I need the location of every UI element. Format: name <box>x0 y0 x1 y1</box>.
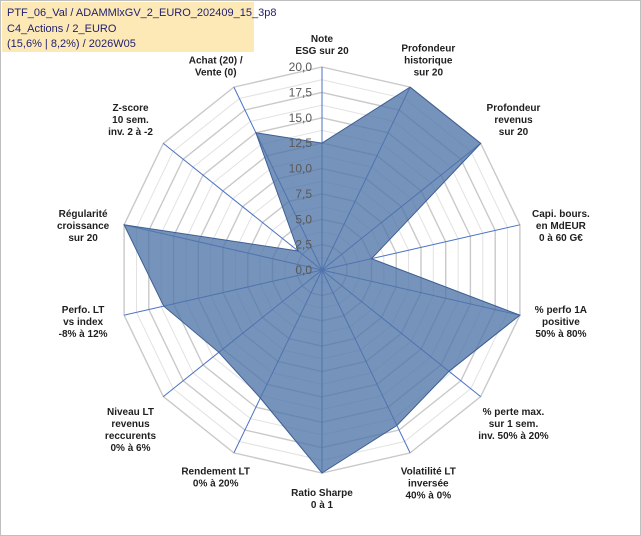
tick-label: 7,5 <box>295 187 312 201</box>
radar-tick-labels: 0,0 2,5 5,0 7,5 10,0 12,5 15,0 17,5 20,0 <box>289 60 313 277</box>
header-box: PTF_06_Val / ADAMMlxGV_2_EURO_202409_15_… <box>2 2 277 52</box>
axis-label: Niveau LT <box>107 407 154 418</box>
axis-label: Note <box>311 34 334 45</box>
axis-label: reccurents <box>105 431 157 442</box>
axis-label: Ratio Sharpe <box>291 488 353 499</box>
axis-label: Achat (20) / <box>189 55 243 66</box>
axis-label: sur 1 sem. <box>489 419 539 430</box>
axis-label: croissance <box>57 221 110 232</box>
axis-label: inversée <box>408 479 449 490</box>
tick-label: 2,5 <box>295 238 312 252</box>
axis-label: historique <box>404 55 453 66</box>
header-line-2: C4_Actions / 2_EURO <box>7 22 117 35</box>
axis-label: 50% à 80% <box>535 329 586 340</box>
axis-label: 0% à 6% <box>110 443 150 454</box>
axis-label: -8% à 12% <box>59 329 108 340</box>
axis-label: Perfo. LT <box>62 305 105 316</box>
radar-spoke <box>162 143 323 271</box>
axis-label: 40% à 0% <box>406 491 452 502</box>
axis-label: % perfo 1A <box>535 305 587 316</box>
tick-label: 17,5 <box>289 85 313 99</box>
axis-label: sur 20 <box>499 127 529 138</box>
axis-label: sur 20 <box>414 67 444 78</box>
axis-label: Profondeur <box>487 103 541 114</box>
tick-label: 0,0 <box>295 263 312 277</box>
axis-label: revenus <box>111 419 150 430</box>
axis-label: Rendement LT <box>181 467 250 478</box>
axis-label: 0 à 60 G€ <box>539 233 583 244</box>
axis-label: Volatilité LT <box>401 467 456 478</box>
series-area <box>123 86 521 474</box>
axis-label: Capi. bours. <box>532 209 590 220</box>
tick-label: 5,0 <box>295 212 312 226</box>
axis-label: ESG sur 20 <box>295 46 349 57</box>
axis-label: revenus <box>494 115 533 126</box>
axis-label: % perte max. <box>483 407 545 418</box>
axis-label: sur 20 <box>68 233 98 244</box>
axis-label: en MdEUR <box>536 221 587 232</box>
axis-label: vs index <box>63 317 103 328</box>
radar-series <box>123 86 521 474</box>
axis-label: positive <box>542 317 580 328</box>
axis-label: Profondeur <box>401 43 455 54</box>
axis-label: inv. 2 à -2 <box>108 127 153 138</box>
axis-label: Vente (0) <box>195 67 237 78</box>
axis-label: Z-score <box>112 103 149 114</box>
tick-label: 20,0 <box>289 60 313 74</box>
tick-label: 12,5 <box>289 136 313 150</box>
axis-label: inv. 50% à 20% <box>478 431 549 442</box>
axis-label-group: Rendement LT0% à 20% <box>181 467 250 490</box>
header-line-3: (15,6% | 8,2%) / 2026W05 <box>7 38 136 50</box>
header-line-1: PTF_06_Val / ADAMMlxGV_2_EURO_202409_15_… <box>7 7 277 19</box>
axis-label: 0 à 1 <box>311 500 334 511</box>
axis-label: 10 sem. <box>112 115 149 126</box>
axis-label-group: % perte max.sur 1 sem.inv. 50% à 20% <box>478 407 549 442</box>
tick-label: 15,0 <box>289 111 313 125</box>
tick-label: 10,0 <box>289 162 313 176</box>
axis-label: 0% à 20% <box>193 479 239 490</box>
axis-label: Régularité <box>59 209 108 220</box>
